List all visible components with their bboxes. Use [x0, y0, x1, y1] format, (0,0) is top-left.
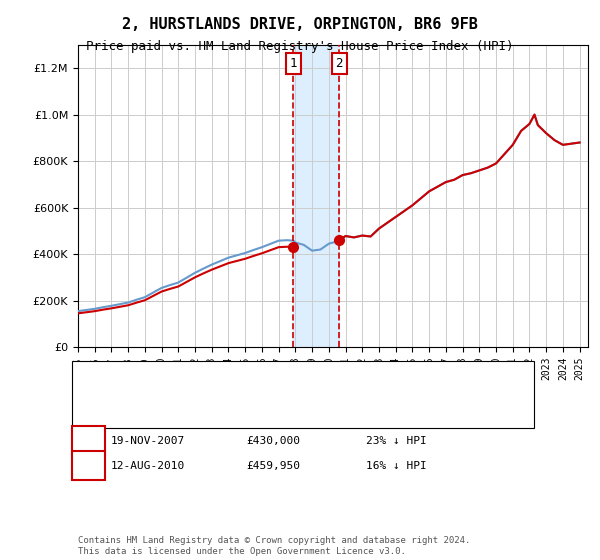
Text: 16% ↓ HPI: 16% ↓ HPI: [366, 461, 427, 471]
Text: 23% ↓ HPI: 23% ↓ HPI: [366, 436, 427, 446]
Text: HPI: Average price, detached house, Bromley: HPI: Average price, detached house, Brom…: [123, 400, 392, 410]
Text: 12-AUG-2010: 12-AUG-2010: [111, 461, 185, 471]
Text: 1: 1: [290, 57, 297, 70]
Text: 2: 2: [85, 459, 92, 473]
Text: This data is licensed under the Open Government Licence v3.0.: This data is licensed under the Open Gov…: [78, 548, 406, 557]
Text: 1: 1: [85, 434, 92, 447]
Text: Price paid vs. HM Land Registry's House Price Index (HPI): Price paid vs. HM Land Registry's House …: [86, 40, 514, 53]
Text: 2, HURSTLANDS DRIVE, ORPINGTON, BR6 9FB: 2, HURSTLANDS DRIVE, ORPINGTON, BR6 9FB: [122, 17, 478, 32]
Text: £430,000: £430,000: [246, 436, 300, 446]
Bar: [293, 45, 339, 347]
Text: £459,950: £459,950: [246, 461, 300, 471]
Text: 2: 2: [335, 57, 343, 70]
Text: Contains HM Land Registry data © Crown copyright and database right 2024.: Contains HM Land Registry data © Crown c…: [78, 536, 470, 545]
Text: 2, HURSTLANDS DRIVE, ORPINGTON, BR6 9FB (detached house): 2, HURSTLANDS DRIVE, ORPINGTON, BR6 9FB …: [123, 379, 473, 389]
Text: 19-NOV-2007: 19-NOV-2007: [111, 436, 185, 446]
